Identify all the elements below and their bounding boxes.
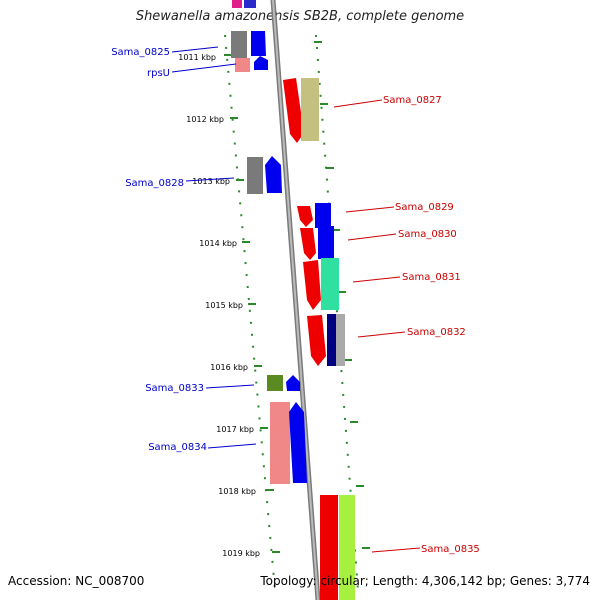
- kbp-label: 1011 kbp: [178, 53, 216, 62]
- gene-block-sama0835: [320, 495, 338, 600]
- backbone-highlight: [272, 0, 319, 600]
- gene-label-rpsu: rpsU: [147, 68, 170, 79]
- gene-block-sama0827: [301, 78, 319, 141]
- gene-arrow-sama0828: [265, 156, 282, 193]
- kbp-label: 1016 kbp: [210, 363, 248, 372]
- gene-arrow-rpsu: [254, 56, 268, 70]
- gene-arrow-sama0827: [283, 78, 304, 143]
- kbp-label: 1013 kbp: [192, 177, 230, 186]
- gene-block-rpsu: [235, 58, 250, 72]
- gene-block-sama0828: [247, 157, 263, 194]
- kbp-label: 1017 kbp: [216, 425, 254, 434]
- gene-block-sama0830: [318, 226, 334, 259]
- topology-text: Topology: circular; Length: 4,306,142 bp…: [260, 574, 590, 588]
- gene-arrow-sama0830: [300, 228, 316, 260]
- gene-block-sama0825: [231, 31, 247, 58]
- gene-label-sama0825: Sama_0825: [111, 47, 170, 58]
- gene-arrow-sama0834: [289, 402, 307, 483]
- kbp-label: 1012 kbp: [186, 115, 224, 124]
- kbp-ticks: [224, 41, 370, 553]
- gene-arrow-sama0829: [297, 206, 313, 227]
- gene-block: [244, 0, 256, 8]
- gene-label-sama0827: Sama_0827: [383, 95, 442, 106]
- gene-block-sama0829: [315, 203, 331, 228]
- gene-label-sama0833: Sama_0833: [145, 383, 204, 394]
- gene-arrow-sama0832: [307, 315, 326, 366]
- gene-label-sama0834: Sama_0834: [148, 442, 207, 453]
- gene-block-sama0831: [321, 258, 339, 310]
- gene-label-sama0832: Sama_0832: [407, 327, 466, 338]
- gene-label-sama0830: Sama_0830: [398, 229, 457, 240]
- gene-arrow-sama0833: [286, 375, 300, 391]
- map-title: Shewanella amazonensis SB2B, complete ge…: [135, 9, 465, 24]
- gene-block-sama0835b: [339, 495, 355, 600]
- gene-block-sama0832b: [336, 314, 345, 366]
- gene-label-sama0835: Sama_0835: [421, 544, 480, 555]
- gene-block: [232, 0, 242, 8]
- kbp-tick-labels: 1011 kbp 1012 kbp 1013 kbp 1014 kbp 1015…: [178, 53, 260, 558]
- gene-label-sama0831: Sama_0831: [402, 272, 461, 283]
- gene-label-sama0829: Sama_0829: [395, 202, 454, 213]
- gene-block-sama0833: [267, 375, 283, 391]
- kbp-label: 1018 kbp: [218, 487, 256, 496]
- gene-label-sama0828: Sama_0828: [125, 178, 184, 189]
- accession-text: Accession: NC_008700: [8, 574, 145, 588]
- kbp-label: 1019 kbp: [222, 549, 260, 558]
- outer-strand-genes: [283, 78, 355, 600]
- gene-block-sama0834: [270, 402, 290, 484]
- gene-block-sama0832: [327, 314, 336, 366]
- gene-arrow-sama0825: [251, 31, 266, 56]
- gene-labels: Sama_0825 rpsU Sama_0827 Sama_0828 Sama_…: [111, 47, 480, 555]
- inner-strand-genes: [231, 0, 307, 484]
- gene-arrow-sama0831: [303, 260, 321, 310]
- label-leaders: [171, 46, 421, 553]
- kbp-label: 1014 kbp: [199, 239, 237, 248]
- kbp-label: 1015 kbp: [205, 301, 243, 310]
